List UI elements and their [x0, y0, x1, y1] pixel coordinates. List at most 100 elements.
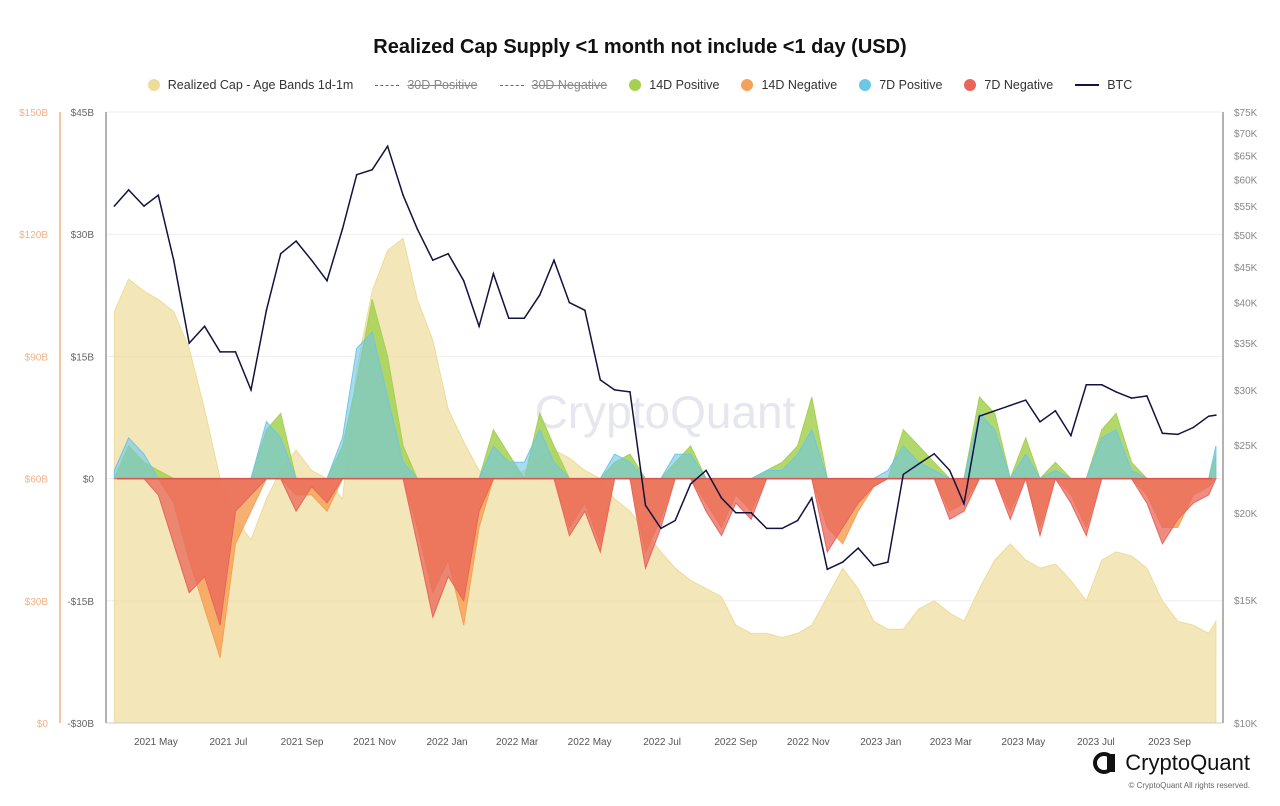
legend-item[interactable]: 14D Negative [741, 78, 837, 92]
btc-point [1207, 415, 1210, 418]
copyright: © CryptoQuant All rights reserved. [1128, 781, 1251, 790]
legend-item[interactable]: BTC [1075, 78, 1132, 92]
cryptoquant-logo: CryptoQuant [1093, 750, 1250, 776]
y-tick-label-right: $70K [1234, 129, 1258, 140]
btc-point [508, 317, 510, 319]
btc-point [478, 325, 480, 328]
btc-point [857, 547, 859, 549]
y-tick-label-outer: $60B [25, 475, 49, 486]
y-tick-label-inner: -$30B [67, 719, 94, 730]
btc-point [1130, 397, 1133, 399]
btc-point [584, 309, 586, 312]
y-tick-label-right: $65K [1234, 151, 1258, 162]
x-tick-label: 2023 Sep [1148, 737, 1191, 748]
x-tick-label: 2022 May [568, 737, 612, 748]
btc-point [1146, 395, 1148, 397]
btc-point [1161, 432, 1164, 435]
btc-point [219, 351, 221, 353]
y-tick-label-inner: $45B [71, 108, 95, 119]
legend-marker [964, 79, 977, 91]
btc-point [1054, 409, 1057, 412]
legend-marker [1075, 84, 1100, 86]
y-tick-label-right: $55K [1234, 202, 1258, 213]
btc-point [492, 272, 495, 275]
btc-point [326, 279, 328, 282]
legend-label: 30D Negative [531, 78, 608, 92]
7d-positive-area [113, 330, 1217, 480]
btc-point [750, 512, 753, 514]
y-tick-label-right: $35K [1234, 339, 1258, 350]
btc-point [143, 205, 145, 207]
legend-item[interactable]: 14D Positive [629, 78, 719, 92]
y-tick-label-right: $10K [1234, 719, 1258, 730]
legend-label: Realized Cap - Age Bands 1d-1m [167, 78, 354, 92]
legend-item[interactable]: 7D Negative [964, 78, 1053, 92]
btc-point [1192, 426, 1195, 429]
legend-item[interactable]: 30D Negative [499, 78, 608, 92]
btc-point [447, 252, 450, 255]
y-tick-label-right: $25K [1234, 441, 1258, 452]
x-tick-label: 2022 Nov [787, 737, 830, 748]
btc-point [279, 252, 282, 255]
y-tick-label-right: $20K [1234, 509, 1258, 520]
legend-label: BTC [1107, 78, 1133, 92]
btc-point [660, 527, 662, 530]
y-tick-label-outer: $30B [25, 597, 49, 608]
btc-point [796, 519, 799, 522]
btc-point [386, 145, 389, 148]
btc-point [705, 469, 707, 472]
x-tick-label: 2021 May [134, 737, 178, 748]
btc-point [978, 415, 981, 418]
legend-marker [859, 79, 872, 91]
y-tick-label-right: $50K [1234, 231, 1258, 242]
y-tick-label-inner: $0 [83, 475, 95, 486]
legend-item[interactable]: 30D Positive [375, 78, 478, 92]
btc-point [310, 259, 313, 262]
legend-marker [741, 79, 754, 91]
legend-label: 7D Negative [984, 78, 1054, 92]
btc-point [872, 564, 875, 567]
btc-point [1039, 421, 1041, 423]
y-tick-label-outer: $120B [19, 230, 48, 241]
btc-point [887, 561, 889, 563]
btc-point [355, 173, 358, 176]
x-tick-label: 2022 Jul [643, 737, 681, 748]
btc-point [948, 469, 951, 472]
btc-point [431, 259, 434, 262]
y-tick-label-outer: $150B [19, 108, 48, 119]
legend-item[interactable]: 7D Positive [859, 78, 942, 92]
btc-point [811, 497, 813, 499]
btc-point [902, 473, 905, 476]
y-tick-label-inner: $15B [71, 352, 95, 363]
btc-point [613, 389, 616, 391]
x-tick-label: 2023 Jul [1077, 737, 1115, 748]
x-tick-label: 2023 Jan [860, 737, 901, 748]
btc-point [1009, 404, 1012, 407]
x-tick-label: 2021 Jul [209, 737, 247, 748]
x-tick-label: 2023 Mar [930, 737, 973, 748]
btc-point [295, 240, 297, 242]
x-tick-label: 2022 Jan [426, 737, 467, 748]
btc-point [416, 228, 419, 230]
x-tick-label: 2021 Sep [281, 737, 324, 748]
legend-item[interactable]: Realized Cap - Age Bands 1d-1m [147, 78, 354, 92]
btc-point [402, 194, 404, 197]
btc-point [734, 512, 737, 514]
btc-point [250, 389, 252, 391]
legend-label: 30D Positive [407, 78, 478, 92]
btc-point [371, 168, 373, 171]
y-tick-label-right: $45K [1234, 263, 1258, 274]
btc-point [781, 527, 783, 530]
btc-point [689, 483, 692, 485]
y-tick-label-right: $15K [1234, 596, 1258, 607]
y-tick-label-right: $30K [1234, 386, 1258, 397]
y-tick-label-inner: -$15B [67, 597, 94, 608]
btc-point [568, 301, 571, 304]
y-tick-label-right: $40K [1234, 299, 1258, 310]
x-tick-label: 2023 May [1001, 737, 1045, 748]
legend-marker [147, 79, 160, 91]
btc-point [113, 205, 116, 207]
btc-point [1100, 384, 1103, 386]
btc-point [1070, 434, 1072, 437]
btc-point [994, 409, 996, 412]
